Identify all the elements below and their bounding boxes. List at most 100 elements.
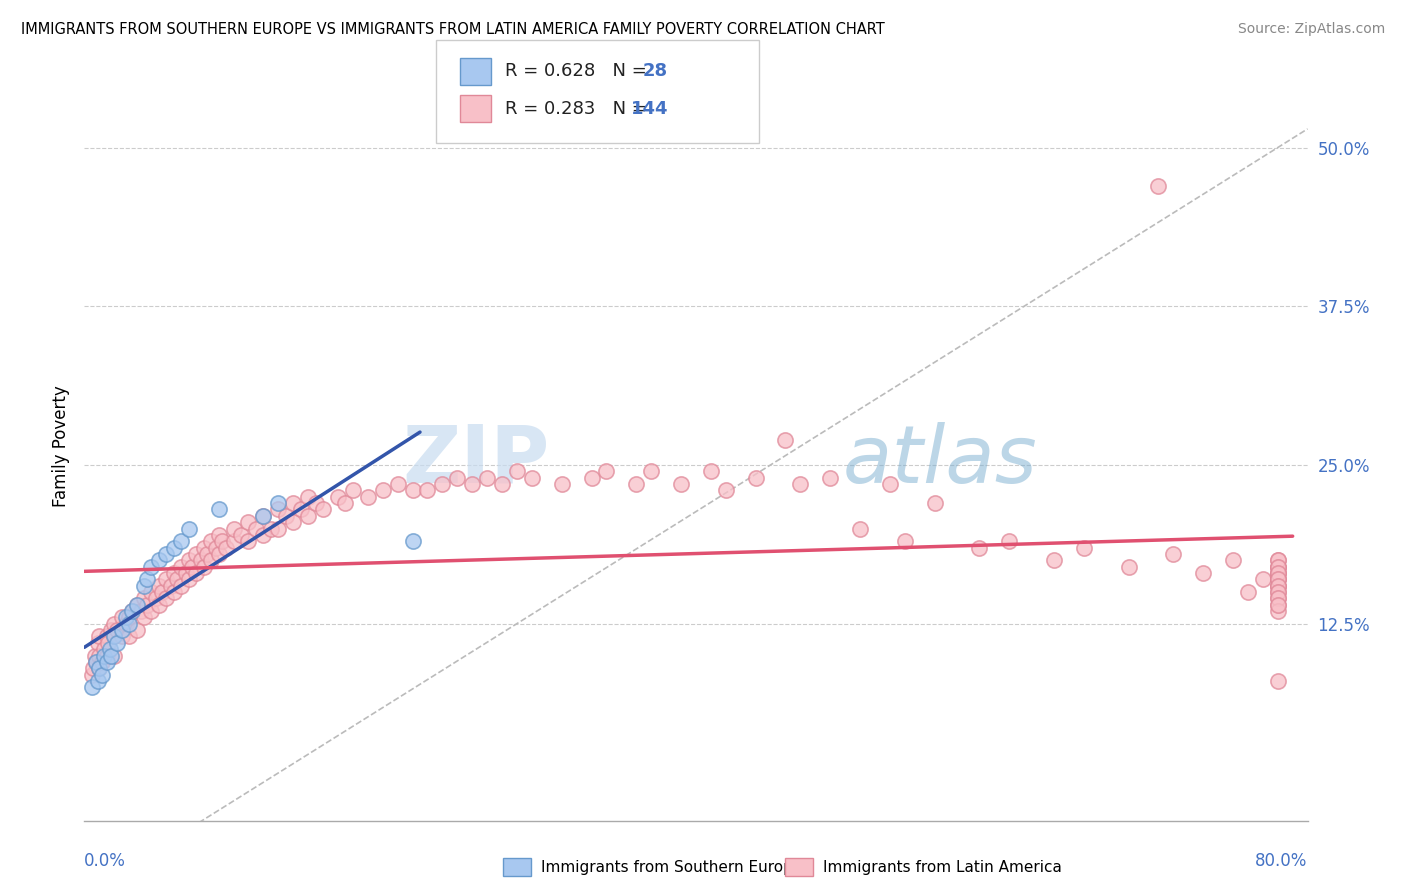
Text: IMMIGRANTS FROM SOUTHERN EUROPE VS IMMIGRANTS FROM LATIN AMERICA FAMILY POVERTY : IMMIGRANTS FROM SOUTHERN EUROPE VS IMMIG…: [21, 22, 884, 37]
Point: [125, 598, 148, 612]
Point: [401, 534, 423, 549]
Point: [177, 572, 200, 586]
Point: [118, 616, 141, 631]
Text: Source: ZipAtlas.com: Source: ZipAtlas.com: [1237, 22, 1385, 37]
Point: [193, 541, 215, 555]
Point: [229, 528, 252, 542]
Point: [1267, 566, 1289, 580]
Point: [93, 648, 115, 663]
Point: [669, 477, 692, 491]
Point: [186, 566, 208, 580]
Point: [180, 559, 202, 574]
Point: [111, 623, 134, 637]
Point: [252, 528, 274, 542]
Point: [91, 655, 114, 669]
Point: [155, 591, 177, 606]
Point: [1267, 572, 1289, 586]
Point: [121, 604, 143, 618]
Point: [170, 559, 193, 574]
Point: [260, 522, 283, 536]
Point: [222, 534, 245, 549]
Point: [87, 636, 110, 650]
Point: [401, 483, 423, 498]
Point: [89, 661, 111, 675]
Text: 0.0%: 0.0%: [84, 853, 127, 871]
Point: [132, 591, 155, 606]
Point: [775, 433, 797, 447]
Point: [100, 648, 122, 663]
Point: [789, 477, 811, 491]
Point: [125, 623, 148, 637]
Point: [371, 483, 394, 498]
Point: [186, 547, 208, 561]
Point: [118, 610, 141, 624]
Point: [89, 630, 111, 644]
Point: [125, 598, 148, 612]
Point: [1147, 178, 1170, 193]
Point: [1267, 579, 1289, 593]
Point: [115, 616, 138, 631]
Point: [1237, 585, 1260, 599]
Point: [91, 667, 114, 681]
Point: [969, 541, 991, 555]
Point: [163, 585, 186, 599]
Point: [141, 559, 163, 574]
Point: [87, 673, 110, 688]
Point: [80, 681, 103, 695]
Point: [274, 508, 297, 523]
Point: [326, 490, 349, 504]
Point: [89, 648, 111, 663]
Point: [849, 522, 872, 536]
Point: [141, 585, 163, 599]
Text: Immigrants from Southern Europe: Immigrants from Southern Europe: [541, 860, 803, 874]
Point: [245, 522, 267, 536]
Point: [160, 579, 183, 593]
Point: [1267, 566, 1289, 580]
Point: [626, 477, 648, 491]
Point: [387, 477, 409, 491]
Point: [105, 623, 128, 637]
Point: [1163, 547, 1185, 561]
Point: [700, 464, 723, 478]
Point: [100, 623, 122, 637]
Point: [207, 502, 229, 516]
Point: [141, 604, 163, 618]
Point: [136, 598, 159, 612]
Point: [200, 534, 222, 549]
Point: [215, 541, 238, 555]
Point: [93, 642, 115, 657]
Point: [1267, 579, 1289, 593]
Text: R = 0.628   N =: R = 0.628 N =: [505, 62, 658, 80]
Point: [190, 553, 212, 567]
Point: [1267, 673, 1289, 688]
Point: [818, 471, 841, 485]
Point: [304, 496, 326, 510]
Point: [432, 477, 454, 491]
Point: [83, 648, 105, 663]
Point: [148, 579, 170, 593]
Text: 28: 28: [643, 62, 668, 80]
Point: [84, 655, 107, 669]
Point: [155, 572, 177, 586]
Point: [170, 534, 193, 549]
Point: [1267, 572, 1289, 586]
Point: [744, 471, 766, 485]
Point: [150, 585, 173, 599]
Point: [1267, 591, 1289, 606]
Text: Immigrants from Latin America: Immigrants from Latin America: [823, 860, 1062, 874]
Point: [1251, 572, 1274, 586]
Point: [1118, 559, 1140, 574]
Text: 80.0%: 80.0%: [1256, 853, 1308, 871]
Y-axis label: Family Poverty: Family Poverty: [52, 385, 70, 507]
Point: [1267, 553, 1289, 567]
Point: [1267, 559, 1289, 574]
Point: [103, 648, 125, 663]
Point: [1267, 572, 1289, 586]
Point: [581, 471, 603, 485]
Point: [1192, 566, 1215, 580]
Point: [1267, 566, 1289, 580]
Point: [211, 534, 233, 549]
Point: [252, 508, 274, 523]
Point: [491, 477, 513, 491]
Point: [357, 490, 380, 504]
